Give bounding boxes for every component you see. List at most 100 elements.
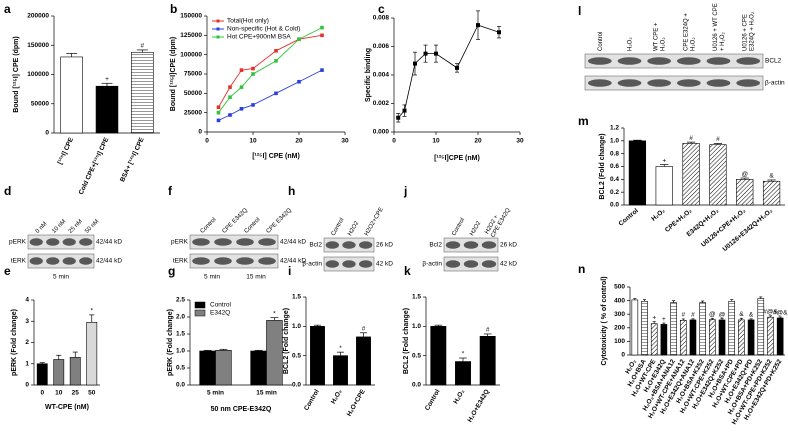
annotation: + (662, 157, 666, 164)
x-tick-label: Control (424, 388, 442, 412)
blot-band (617, 57, 642, 65)
blot-band (676, 79, 701, 87)
legend-label: Non-specific (Hot & Cold) (227, 26, 300, 33)
blot-band (29, 238, 43, 246)
point (251, 103, 255, 107)
point (297, 79, 301, 84)
row-label: β-actin (765, 80, 785, 87)
x-tick-label: 10 (432, 138, 440, 145)
panel-letter: i (288, 264, 291, 278)
y-tick-label: 100000 (180, 51, 202, 58)
series-line (218, 69, 323, 121)
y-tick-label: 200000 (27, 13, 49, 20)
blot-band (46, 238, 60, 246)
y-axis-label: pERK (Fold change) (11, 309, 18, 376)
blot-band (342, 241, 356, 249)
y-tick-label: 1.5 (412, 294, 421, 301)
lane-label-line: CPE E342Q (265, 207, 293, 235)
legend-swatch (194, 309, 206, 317)
annotation: * (273, 310, 276, 317)
y-tick-label: 1.0 (176, 348, 185, 355)
x-tick-label: 10 (249, 138, 257, 145)
blot-band (62, 257, 76, 265)
blot-band (325, 260, 340, 268)
annotation: # (141, 43, 145, 50)
lane-label: Control (597, 32, 603, 51)
lane-label: CPE E324Q +H₂O₂ (683, 13, 696, 51)
blot-band (445, 260, 461, 268)
blot-band (587, 57, 612, 65)
bar (660, 324, 668, 356)
point (320, 68, 324, 72)
blot-band (706, 79, 731, 87)
point (274, 49, 278, 53)
blot-band (676, 57, 701, 65)
y-tick-label: 300 (614, 311, 625, 318)
lane-label: H2O2 (469, 220, 482, 237)
x-tick-label: Cold CPE+[¹²⁵I] CPE (78, 136, 111, 196)
legend-swatch (194, 301, 206, 309)
y-tick-label: 125000 (180, 32, 202, 39)
y-tick-label: 0.004 (373, 72, 390, 79)
y-tick-label: 3 (25, 318, 29, 325)
annotation: # (716, 136, 720, 143)
x-tick-label: 20 (474, 138, 482, 145)
legend-label: E342Q (210, 310, 230, 317)
panel-letter: d (4, 184, 11, 198)
x-tick-label: 0 (40, 390, 44, 397)
panel-letter: a (4, 2, 11, 16)
blot-band (46, 257, 60, 265)
size-label: 26 kD (376, 242, 393, 249)
bar (266, 320, 283, 386)
lane-label-line: CPE E324Q + (683, 13, 689, 51)
annotation: * (462, 351, 465, 358)
annotation: @ (741, 171, 748, 178)
row-label: pERK (9, 239, 27, 246)
y-tick-label: 1.5 (292, 294, 301, 301)
panel-letter: b (170, 2, 177, 16)
lane-label-line: U0126 + CPE (742, 14, 748, 51)
bar (728, 300, 736, 356)
y-tick-label: 0 (198, 129, 202, 136)
blot-band (706, 57, 731, 65)
bar (631, 299, 639, 356)
y-tick-label: 0 (45, 130, 49, 137)
bar (333, 355, 348, 386)
y-tick-label: 1.5 (176, 331, 185, 338)
blot-band (214, 238, 232, 246)
bar (736, 179, 754, 206)
annotation: + (662, 316, 666, 323)
y-tick-label: 0.0 (176, 382, 185, 389)
panel-letter: l (578, 4, 581, 18)
point (274, 91, 278, 96)
lane-label: 50 nM (84, 218, 100, 234)
panel-letter: m (578, 114, 589, 128)
blot-band (192, 257, 210, 265)
bar (641, 300, 648, 356)
lane-label-line: Control (330, 217, 345, 237)
y-tick-label: 100 (614, 338, 625, 345)
row-label: Bcl2 (429, 242, 442, 249)
annotation: & (769, 173, 774, 180)
bar (479, 336, 496, 386)
annotation: # (486, 327, 490, 334)
y-tick-label: 0.000 (373, 129, 390, 136)
row-label: tERK (173, 258, 189, 265)
legend-label: Hot CPE+900nM BSA (227, 34, 291, 41)
y-tick-label: 0.8 (610, 150, 619, 157)
bar (86, 322, 98, 386)
blot-strip (584, 75, 764, 91)
lane-label-line: H2O2 (347, 220, 360, 237)
x-axis-label: [¹²⁵I] CPE (nM) (252, 153, 300, 160)
x-tick-label: H₂O+E342Q (466, 388, 490, 423)
lane-label: H2O2 +CPE E342Q (484, 203, 512, 238)
y-tick-label: 150000 (180, 13, 202, 20)
x-tick-label: U0126+E342Q+H₂O₂ (722, 207, 774, 253)
bar (709, 144, 727, 206)
bar (430, 326, 447, 386)
lane-label: U0126 + WT CPE+ H₂O₂ (713, 3, 726, 51)
y-tick-label: 1.2 (610, 125, 619, 132)
y-tick-label: 0.2 (610, 189, 619, 196)
y-tick-label: 400 (614, 297, 625, 304)
annotation: #@& (763, 309, 778, 316)
